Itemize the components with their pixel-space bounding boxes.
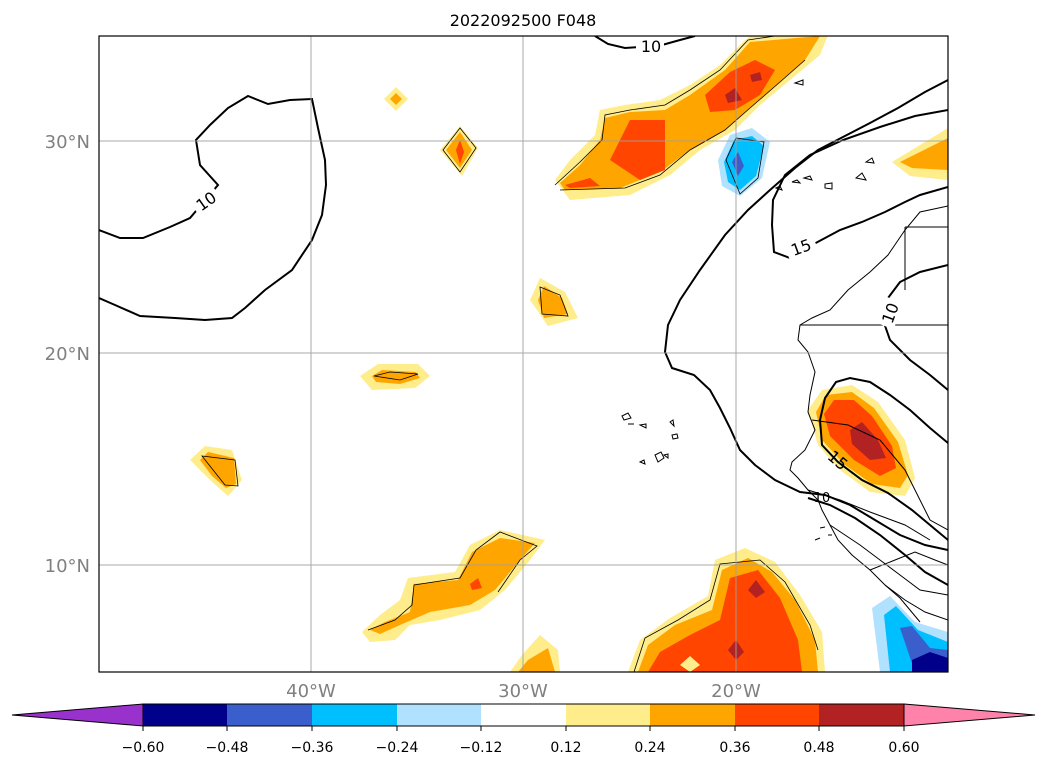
outline-29w: [539, 286, 569, 317]
border-3: [811, 419, 948, 531]
outline-33w: [442, 127, 477, 173]
lon-label-20w: 20°W: [711, 681, 761, 702]
shade-ne-band-red: [610, 120, 665, 180]
colorbar: −0.60 −0.48 −0.36 −0.24 −0.12 0.12 0.24 …: [11, 703, 1036, 756]
colorbar-segment: [227, 704, 312, 726]
contour-15-inner: [770, 109, 948, 260]
shade-band-8n-red: [470, 578, 482, 590]
contour-10-top: [594, 36, 696, 50]
border-5: [829, 524, 948, 596]
outline-36w: [373, 371, 419, 381]
colorbar-segment: [481, 704, 566, 726]
shade-bottom-blob-red: [648, 570, 802, 672]
colorbar-segment: [143, 704, 227, 726]
lon-label-30w: 30°W: [498, 681, 548, 702]
lon-label-40w: 40°W: [286, 681, 336, 702]
contour-labels: 10 10 15 10 15 10: [189, 37, 904, 506]
shade-br-blue-dark: [912, 652, 948, 672]
contour-label-10-top: 10: [641, 37, 661, 56]
outline-band-8n: [367, 531, 538, 631]
colorbar-segments: [11, 703, 1036, 731]
colorbar-segment: [397, 704, 481, 726]
shade-bottom-blob-white: [680, 656, 700, 672]
outline-blue: [725, 137, 765, 195]
colorbar-segment: [312, 704, 397, 726]
colorbar-tick: −0.24: [376, 740, 419, 756]
shade-spot-33w-red: [456, 140, 464, 164]
colorbar-segment: [819, 704, 904, 726]
colorbar-segment: [566, 704, 650, 726]
lon-labels: 40°W 30°W 20°W: [286, 681, 761, 702]
border-6: [869, 551, 948, 571]
gridlines: [99, 36, 948, 672]
colorbar-extend-min: [11, 703, 144, 727]
colorbar-tick: −0.12: [460, 740, 503, 756]
shade-ne-band-dark: [725, 72, 762, 103]
canary-islands: [774, 79, 875, 191]
contour-bottom-right: [807, 497, 948, 586]
shade-edge-spot-core: [900, 138, 948, 170]
cape-verde-islands: [621, 412, 679, 465]
guinea-bissau-islands: [814, 526, 832, 541]
lat-label-10n: 10°N: [45, 556, 90, 577]
shaded-anomaly-fields: [190, 36, 948, 672]
colorbar-tick: −0.36: [291, 740, 334, 756]
colorbar-segment: [650, 704, 735, 726]
land-outlines: [621, 79, 948, 623]
shade-dot-top-core: [390, 93, 402, 105]
lat-label-20n: 20°N: [45, 344, 90, 365]
colorbar-tick: 0.60: [888, 740, 919, 756]
shade-blue-spot-core: [732, 152, 744, 176]
shade-bottom-spot-core: [518, 648, 555, 672]
colorbar-tick: −0.48: [206, 740, 249, 756]
colorbar-tick: 0.48: [803, 740, 834, 756]
coastline-morocco: [789, 205, 948, 621]
outline-bottom-blob: [633, 559, 819, 672]
colorbar-outline: [142, 703, 905, 727]
outline-ne-band: [554, 36, 806, 191]
lat-label-30n: 30°N: [45, 132, 90, 153]
colorbar-tick: 0.36: [719, 740, 750, 756]
colorbar-tick: 0.12: [550, 740, 581, 756]
shade-blue-spot: [724, 136, 764, 190]
shade-bottom-blob-dark-1: [748, 580, 765, 598]
colorbar-segment: [735, 704, 819, 726]
colorbar-tick: 0.24: [634, 740, 665, 756]
contour-large-outer: [663, 79, 948, 551]
border-7: [884, 584, 921, 623]
shade-ne-band-red-2: [565, 178, 600, 188]
shade-spot-45w-core: [200, 452, 236, 488]
colorbar-extend-max: [903, 703, 1036, 727]
outline-45w: [201, 455, 239, 487]
map-area: 10 10 15 10 15 10: [99, 36, 948, 672]
shade-band-8n-core: [370, 538, 535, 634]
map-title: 2022092500 F048: [450, 11, 597, 30]
contour-label-10-bottom: 10: [814, 491, 831, 506]
shade-africa-blob-dark: [850, 422, 886, 460]
shade-outlines: [201, 36, 819, 672]
colorbar-ticks: −0.60 −0.48 −0.36 −0.24 −0.12 0.12 0.24 …: [122, 740, 920, 756]
colorbar-tick: −0.60: [122, 740, 165, 756]
contour-15-africa: [818, 376, 948, 541]
lat-labels: 30°N 20°N 10°N: [45, 132, 90, 577]
map-frame: [98, 35, 949, 673]
shade-spot-29w-core: [538, 286, 568, 318]
